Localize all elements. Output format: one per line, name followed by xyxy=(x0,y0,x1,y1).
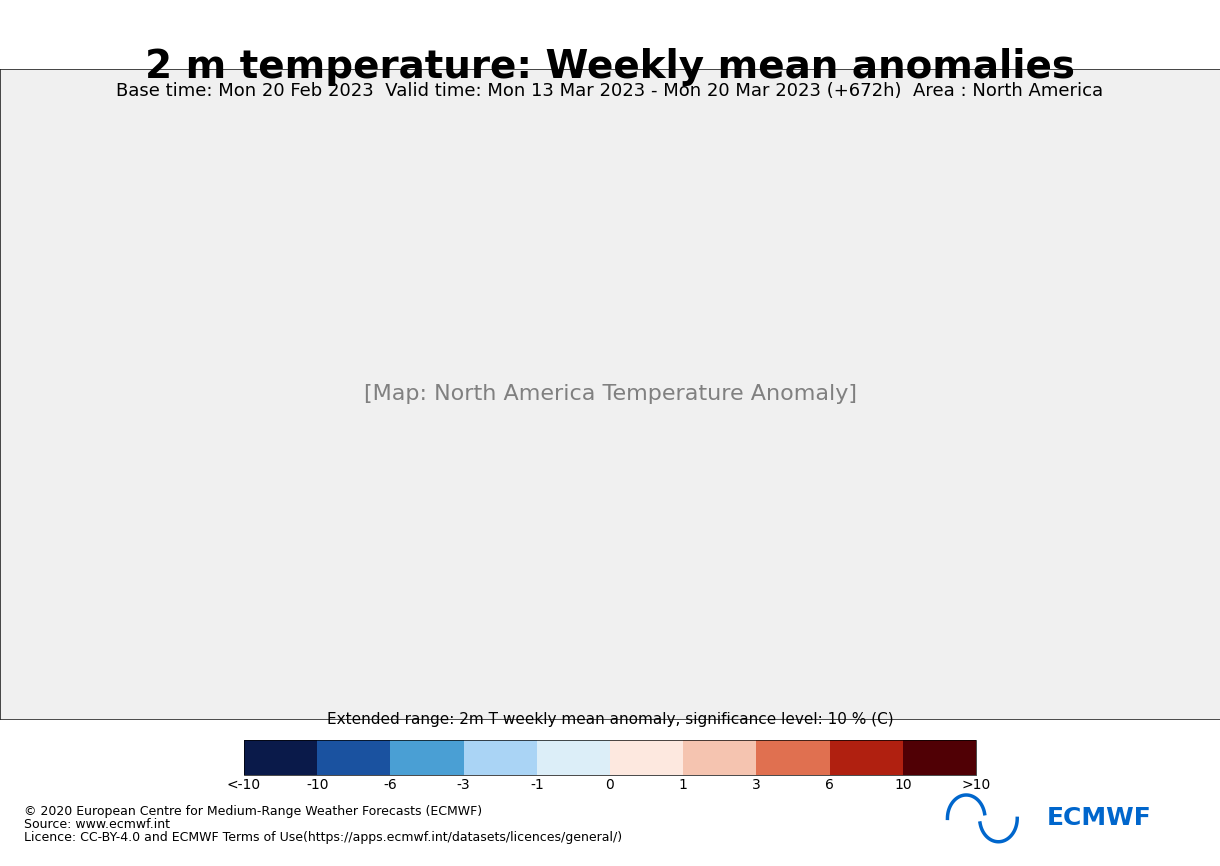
Text: 6: 6 xyxy=(825,778,834,792)
Text: Licence: CC-BY-4.0 and ECMWF Terms of Use(https://apps.ecmwf.int/datasets/licenc: Licence: CC-BY-4.0 and ECMWF Terms of Us… xyxy=(24,831,622,844)
Text: 10: 10 xyxy=(894,778,911,792)
Text: Base time: Mon 20 Feb 2023  Valid time: Mon 13 Mar 2023 - Mon 20 Mar 2023 (+672h: Base time: Mon 20 Feb 2023 Valid time: M… xyxy=(116,82,1104,100)
Text: © 2020 European Centre for Medium-Range Weather Forecasts (ECMWF): © 2020 European Centre for Medium-Range … xyxy=(24,805,483,818)
Text: Extended range: 2m T weekly mean anomaly, significance level: 10 % (C): Extended range: 2m T weekly mean anomaly… xyxy=(327,713,893,727)
Text: -3: -3 xyxy=(456,778,471,792)
Text: Source: www.ecmwf.int: Source: www.ecmwf.int xyxy=(24,818,171,831)
Text: 2 m temperature: Weekly mean anomalies: 2 m temperature: Weekly mean anomalies xyxy=(145,48,1075,86)
Text: ECMWF: ECMWF xyxy=(1047,806,1152,830)
Text: 3: 3 xyxy=(752,778,761,792)
Text: -6: -6 xyxy=(383,778,398,792)
Text: [Map: North America Temperature Anomaly]: [Map: North America Temperature Anomaly] xyxy=(364,384,856,404)
Text: 1: 1 xyxy=(678,778,688,792)
Text: <-10: <-10 xyxy=(227,778,261,792)
Text: -1: -1 xyxy=(529,778,544,792)
Text: >10: >10 xyxy=(961,778,991,792)
Text: 0: 0 xyxy=(605,778,615,792)
Text: -10: -10 xyxy=(306,778,328,792)
